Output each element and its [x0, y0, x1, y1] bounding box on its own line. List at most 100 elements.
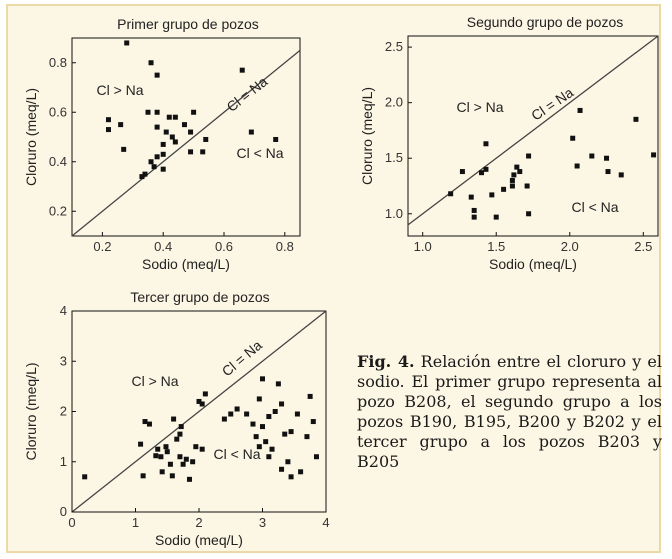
chart1-equality-line — [71, 49, 301, 237]
chart2-data-point — [471, 207, 477, 213]
chart3-data-point — [177, 454, 183, 460]
chart3-data-point — [310, 419, 316, 425]
chart2-y-tick-label: 1.0 — [385, 206, 403, 221]
chart1-data-point — [148, 60, 154, 66]
chart3-title: Tercer grupo de pozos — [130, 289, 269, 305]
chart3-data-point — [171, 416, 177, 422]
chart3-data-point — [138, 441, 144, 447]
figure-frame — [6, 4, 661, 553]
chart3-data-point — [221, 416, 227, 422]
chart1-data-point — [148, 159, 154, 165]
chart1-data-point — [203, 136, 209, 142]
chart3-data-point — [146, 421, 152, 427]
chart1-data-point — [118, 122, 124, 128]
chart3-data-point — [199, 401, 205, 407]
chart3-data-point — [250, 421, 256, 427]
chart1-annotation: Cl < Na — [236, 145, 283, 161]
chart1-data-point — [166, 114, 172, 120]
chart3-data-point — [313, 454, 319, 460]
chart3-data-point — [196, 398, 202, 404]
chart1-y-axis-label: Cloruro (meq/L) — [23, 88, 39, 186]
chart1-data-point — [169, 134, 175, 140]
chart2-y-axis-label: Cloruro (meq/L) — [359, 87, 375, 185]
chart2-data-point — [511, 172, 517, 178]
chart1-data-point — [105, 117, 111, 123]
chart1-data-point — [139, 174, 145, 180]
chart1-data-point — [160, 166, 166, 172]
chart1-data-point — [188, 129, 194, 135]
chart2-data-point — [501, 186, 507, 192]
chart3-data-point — [272, 409, 278, 414]
chart2-data-point — [493, 214, 499, 220]
chart2-x-tick-label: 2.0 — [561, 239, 579, 254]
chart3-equality-line — [71, 310, 327, 513]
chart2-x-tick-label: 2.5 — [634, 239, 652, 254]
chart3-data-point — [282, 431, 288, 437]
chart2-data-point — [509, 177, 515, 183]
chart1-data-point — [239, 67, 245, 73]
chart3-data-point — [256, 444, 262, 450]
chart3-data-point — [263, 439, 269, 445]
chart3-y-tick-label: 0 — [60, 504, 67, 519]
chart1-y-tick-label: 0.6 — [49, 104, 67, 119]
chart2-data-point — [483, 141, 489, 147]
chart1-annotation: Cl > Na — [96, 82, 143, 98]
chart3-data-point — [228, 411, 234, 417]
chart3-data-point — [279, 401, 285, 407]
chart3-data-point — [155, 446, 161, 452]
chart1-data-point — [248, 129, 254, 135]
chart2-data-point — [448, 191, 454, 197]
chart3-x-tick-label: 0 — [68, 515, 75, 530]
chart2-plot-area — [407, 35, 659, 237]
chart1-data-point — [142, 171, 148, 177]
chart2-annotation: Cl < Na — [571, 199, 618, 215]
chart3-x-tick-label: 3 — [259, 515, 266, 530]
chart2-data-point — [633, 116, 639, 122]
figure-caption: Fig. 4. Relación entre el cloruro y el s… — [357, 352, 662, 472]
chart3-data-point — [167, 461, 173, 467]
chart3-data-point — [142, 419, 148, 425]
chart3-data-point — [260, 424, 265, 430]
chart3-data-point — [288, 429, 294, 435]
chart3-data-point — [253, 434, 259, 440]
chart1-x-tick-label: 0.4 — [154, 239, 172, 254]
chart3-data-point — [275, 381, 281, 387]
chart2-y-tick-label: 1.5 — [385, 150, 403, 165]
chart1-y-tick-label: 0.2 — [49, 203, 67, 218]
chart3-data-point — [244, 411, 250, 417]
chart3-data-point — [294, 411, 300, 417]
chart2-data-point — [589, 153, 595, 159]
chart3-data-point — [158, 454, 164, 460]
chart3-data-point — [193, 444, 199, 450]
chart1-y-tick-label: 0.4 — [49, 154, 67, 169]
chart1-data-point — [154, 124, 160, 130]
chart3-x-tick-label: 4 — [322, 515, 329, 530]
chart3-data-point — [190, 459, 196, 465]
chart2-data-point — [605, 169, 611, 175]
chart3-data-point — [186, 476, 192, 482]
chart2-data-point — [479, 170, 485, 176]
chart3-y-tick-label: 1 — [60, 454, 67, 469]
chart3-y-tick-label: 3 — [60, 353, 67, 368]
chart3-data-point — [159, 469, 165, 475]
chart3-data-point — [174, 436, 180, 442]
chart2-data-point — [517, 169, 523, 175]
chart2-data-point — [524, 183, 530, 189]
chart1-data-point — [154, 72, 160, 78]
chart2-data-point — [604, 155, 610, 161]
chart3-data-point — [169, 473, 175, 479]
chart1-data-point — [172, 139, 178, 145]
chart2-data-point — [514, 164, 520, 170]
chart1-data-point — [145, 109, 151, 115]
chart2-data-point — [577, 107, 583, 113]
chart3-annotation: Cl > Na — [131, 373, 178, 389]
chart1-y-tick-label: 0.8 — [49, 55, 67, 70]
chart1-x-tick-label: 0.8 — [276, 239, 294, 254]
chart2-data-point — [483, 166, 489, 172]
chart2-data-point — [526, 211, 532, 217]
chart3-data-point — [256, 396, 262, 402]
chart1-data-point — [188, 149, 194, 155]
chart1-data-point — [154, 154, 160, 160]
chart1-data-point — [121, 146, 127, 152]
